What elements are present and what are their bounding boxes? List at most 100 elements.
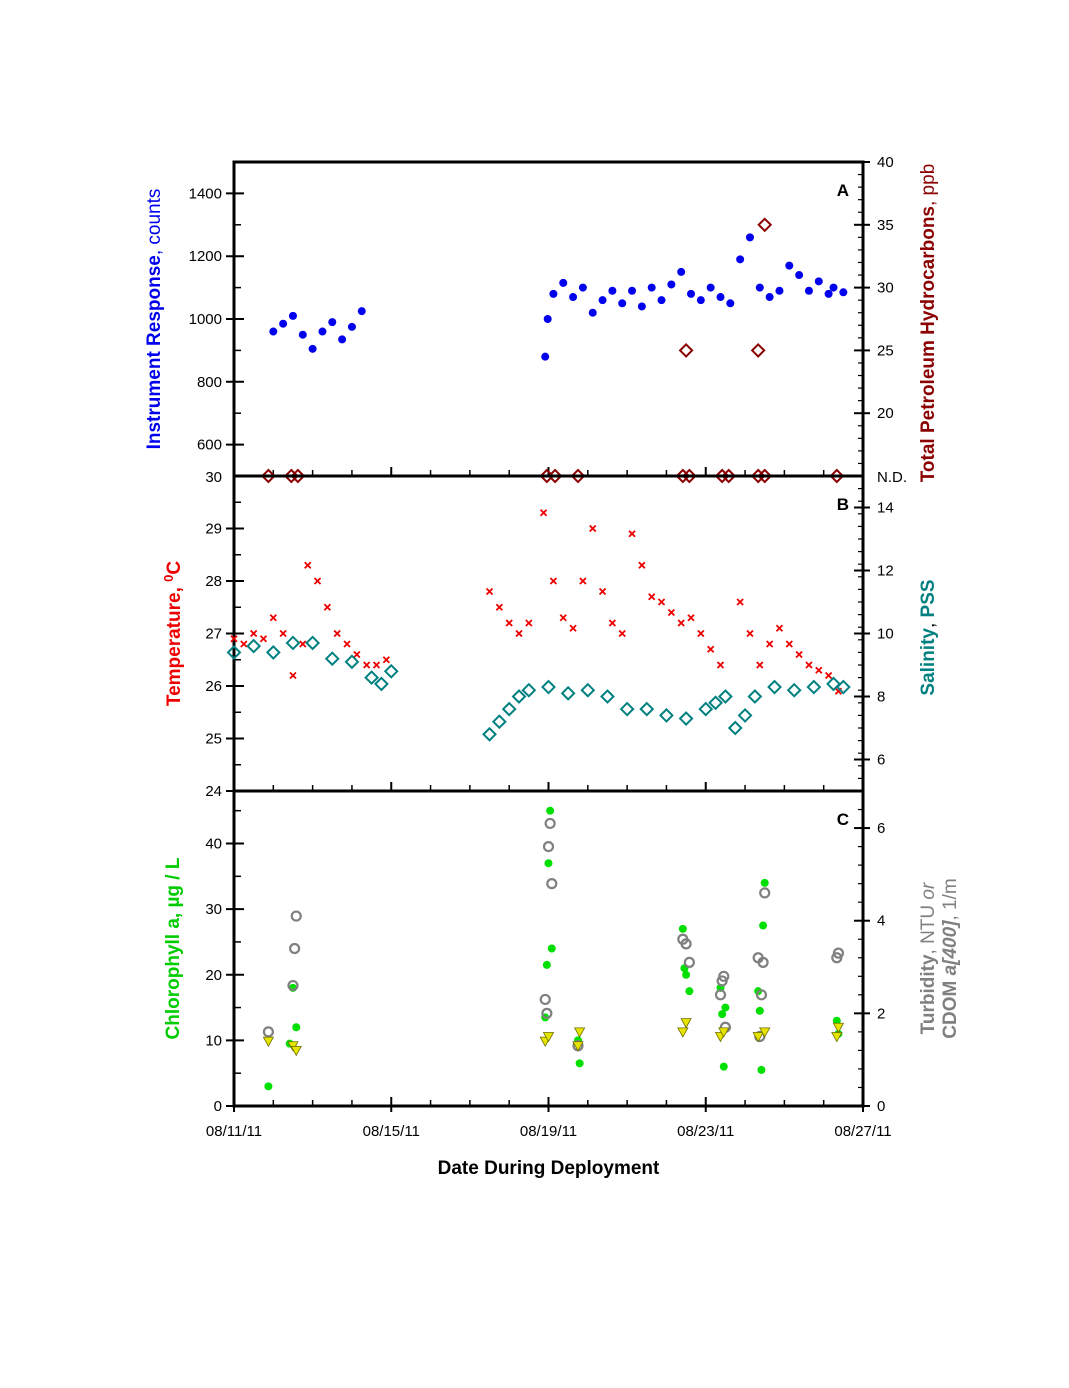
data-point: [539, 509, 548, 517]
data-point: [569, 624, 577, 632]
data-point: [542, 1032, 555, 1043]
data-point: [589, 524, 597, 533]
data-point: [638, 561, 646, 569]
data-point: [541, 1007, 553, 1019]
data-point: [485, 587, 494, 596]
data-point: [677, 1027, 689, 1038]
right-tick-label: 6: [877, 752, 885, 769]
data-point: [839, 288, 848, 297]
panel-letter: A: [837, 181, 849, 200]
data-point: [678, 711, 694, 726]
left-tick-label: 27: [205, 626, 222, 643]
data-point: [628, 286, 637, 295]
right-axis-title-A-part-1: , ppb: [918, 164, 939, 206]
data-point: [269, 614, 277, 622]
left-tick-label: 29: [205, 521, 222, 538]
series-turbidity: [262, 817, 845, 1052]
data-point: [698, 701, 714, 717]
data-point: [305, 635, 321, 651]
data-point: [546, 878, 558, 890]
data-point: [750, 342, 766, 358]
data-point: [737, 707, 753, 723]
left-axis-title-A-part-0: Instrument Response: [144, 255, 165, 449]
data-point: [572, 1041, 584, 1052]
data-point: [226, 644, 242, 660]
data-point: [544, 859, 553, 868]
data-point: [755, 1006, 764, 1015]
data-point: [521, 682, 537, 698]
data-point: [279, 319, 288, 328]
data-point: [721, 1003, 730, 1012]
data-point: [785, 261, 794, 270]
left-tick-label: 40: [205, 836, 222, 853]
data-point: [246, 638, 262, 654]
data-point: [824, 671, 833, 680]
data-point: [759, 921, 768, 930]
data-point: [579, 577, 587, 585]
data-point: [726, 299, 735, 308]
data-point: [344, 654, 360, 670]
nd-point: [714, 468, 730, 484]
data-point: [542, 960, 551, 969]
data-point: [815, 666, 823, 674]
right-axis-title-B-part-2: PSS: [918, 579, 939, 617]
left-tick-label: 0: [214, 1098, 222, 1115]
data-point: [549, 289, 558, 298]
data-point: [736, 255, 745, 264]
series-temperature: [230, 509, 843, 695]
data-point: [608, 619, 617, 627]
left-tick-label: 1400: [189, 185, 222, 202]
left-axis-title-C: Chlorophyll a, µg / L: [163, 857, 184, 1039]
right-axis-title-C-line2-part-2: , 1/m: [940, 878, 961, 920]
series-total-petroleum-hydrocarbons: [678, 217, 773, 358]
left-axis-title-A-part-1: , counts: [144, 189, 165, 256]
data-point: [262, 1026, 274, 1038]
data-point: [719, 1062, 728, 1071]
data-point: [318, 327, 327, 336]
series-salinity: [226, 635, 851, 742]
data-point: [304, 561, 312, 569]
left-tick-label: 600: [197, 437, 222, 454]
nd-point: [675, 468, 691, 484]
right-axis-title-C-line2-part-0: CDOM: [940, 975, 961, 1038]
data-point: [491, 714, 507, 730]
data-point: [677, 619, 685, 627]
data-point: [727, 720, 743, 736]
data-point: [357, 307, 366, 316]
data-point: [648, 593, 656, 601]
data-point: [374, 676, 389, 692]
data-point: [829, 283, 838, 292]
right-tick-label: 35: [877, 217, 894, 234]
data-point: [745, 233, 754, 242]
data-point: [289, 942, 301, 955]
nd-point: [829, 468, 845, 484]
data-point: [835, 679, 851, 695]
data-point: [541, 352, 550, 361]
nd-point: [547, 468, 563, 484]
right-tick-label: 10: [877, 626, 894, 643]
right-axis-title-A-part-0: Total Petroleum Hydrocarbons: [918, 206, 939, 482]
data-point: [382, 656, 390, 664]
data-point: [767, 679, 782, 695]
data-point: [775, 286, 784, 295]
data-point: [736, 598, 744, 606]
data-point: [765, 640, 774, 648]
data-point: [259, 635, 268, 643]
data-point: [775, 624, 784, 632]
data-point: [541, 679, 556, 695]
panel-C: 0 10 20 30 40 0 2 4 6 C: [205, 789, 885, 1115]
panel-A: 600 800 1000 1200 1400 30 20 25 30 35 40 N.D. A: [189, 154, 907, 486]
data-point: [559, 278, 568, 287]
data-point: [804, 286, 813, 295]
data-point: [759, 887, 771, 899]
data-point: [265, 644, 281, 660]
right-axis-title-A: Total Petroleum Hydrocarbons, ppb: [918, 164, 939, 483]
data-point: [618, 299, 627, 308]
left-tick-label: 24: [205, 783, 222, 800]
data-point: [560, 685, 576, 701]
data-point: [716, 661, 725, 669]
right-tick-label: 4: [877, 913, 885, 930]
left-tick-label: 800: [197, 374, 222, 391]
data-point: [657, 598, 666, 606]
